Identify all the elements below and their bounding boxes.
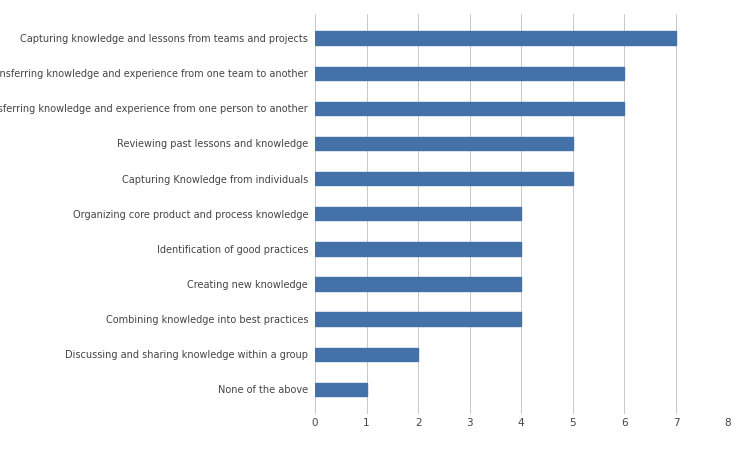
Bar — [315, 383, 367, 396]
Bar — [315, 277, 521, 291]
Bar — [315, 347, 419, 361]
Bar — [315, 172, 573, 185]
Bar — [315, 67, 624, 80]
Bar — [315, 242, 521, 256]
Bar — [315, 207, 521, 220]
Bar — [315, 312, 521, 326]
Bar — [315, 102, 624, 115]
Bar — [315, 32, 676, 45]
Bar — [315, 137, 573, 150]
